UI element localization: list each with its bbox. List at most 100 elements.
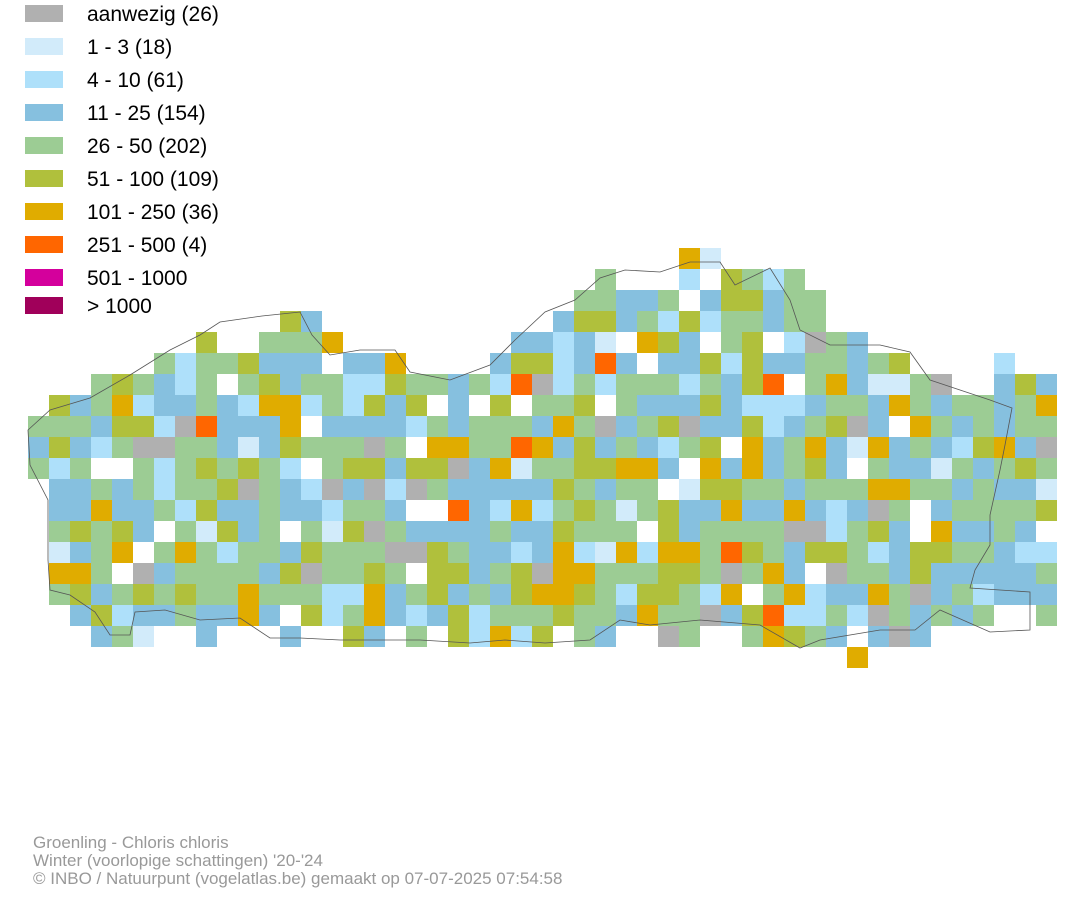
grid-cell [1015,437,1036,458]
grid-cell [910,605,931,626]
grid-cell [784,311,805,332]
grid-cell [70,584,91,605]
legend-item-11-25: 11 - 25 (154) [0,103,300,126]
grid-cell [448,374,469,395]
grid-cell [784,458,805,479]
legend-label: 4 - 10 (61) [87,69,184,92]
grid-cell [364,626,385,647]
grid-cell [133,374,154,395]
grid-cell [427,437,448,458]
grid-cell [385,605,406,626]
grid-cell [574,542,595,563]
grid-cell [826,563,847,584]
grid-cell [931,542,952,563]
grid-cell [112,500,133,521]
grid-cell [826,521,847,542]
grid-cell [721,458,742,479]
legend-swatch [25,5,63,22]
grid-cell [280,311,301,332]
grid-cell [175,437,196,458]
grid-cell [490,605,511,626]
grid-cell [490,437,511,458]
grid-cell [616,395,637,416]
grid-cell [322,479,343,500]
grid-cell [826,500,847,521]
grid-cell [952,563,973,584]
grid-cell [70,479,91,500]
grid-cell [553,605,574,626]
grid-cell [574,311,595,332]
grid-cell [889,584,910,605]
grid-cell [280,395,301,416]
grid-cell [343,374,364,395]
grid-cell [343,395,364,416]
grid-cell [763,437,784,458]
grid-cell [805,395,826,416]
grid-cell [847,353,868,374]
grid-cell [574,479,595,500]
grid-cell [364,416,385,437]
grid-cell [574,584,595,605]
grid-cell [490,521,511,542]
grid-cell [196,626,217,647]
grid-cell [553,500,574,521]
grid-cell [301,374,322,395]
grid-cell [364,584,385,605]
grid-cell [742,395,763,416]
grid-cell [805,353,826,374]
grid-cell [91,500,112,521]
grid-cell [70,500,91,521]
grid-cell [469,437,490,458]
legend-item-501-1000: 501 - 1000 [0,268,300,291]
grid-cell [826,479,847,500]
grid-cell [616,290,637,311]
grid-cell [805,332,826,353]
grid-cell [679,353,700,374]
grid-cell [595,500,616,521]
grid-cell [1036,395,1057,416]
grid-cell [679,542,700,563]
grid-cell [679,248,700,269]
grid-cell [616,584,637,605]
grid-cell [805,437,826,458]
grid-cell [217,458,238,479]
grid-cell [952,521,973,542]
grid-cell [637,332,658,353]
grid-cell [217,521,238,542]
grid-cell [679,605,700,626]
grid-cell [952,584,973,605]
grid-cell [343,500,364,521]
grid-cell [658,437,679,458]
grid-cell [637,563,658,584]
grid-cell [616,479,637,500]
grid-cell [427,458,448,479]
grid-cell [931,437,952,458]
legend-swatch [25,236,63,253]
grid-cell [805,311,826,332]
grid-cell [952,437,973,458]
legend-item-over-1000: > 1000 [0,296,300,319]
grid-cell [742,458,763,479]
grid-cell [532,584,553,605]
season-caption: Winter (voorlopige schattingen) '20-'24 [33,851,323,870]
grid-cell [133,416,154,437]
grid-cell [805,290,826,311]
grid-cell [805,584,826,605]
grid-cell [238,479,259,500]
grid-cell [469,479,490,500]
grid-cell [112,395,133,416]
grid-cell [364,458,385,479]
map-footer: Groenling - Chloris chloris Winter (voor… [33,834,733,888]
grid-cell [217,605,238,626]
grid-cell [784,416,805,437]
grid-cell [910,395,931,416]
grid-cell [175,374,196,395]
grid-cell [763,353,784,374]
grid-cell [721,563,742,584]
grid-cell [994,563,1015,584]
grid-cell [553,584,574,605]
grid-cell [1036,542,1057,563]
grid-cell [427,374,448,395]
grid-cell [469,584,490,605]
grid-cell [301,521,322,542]
